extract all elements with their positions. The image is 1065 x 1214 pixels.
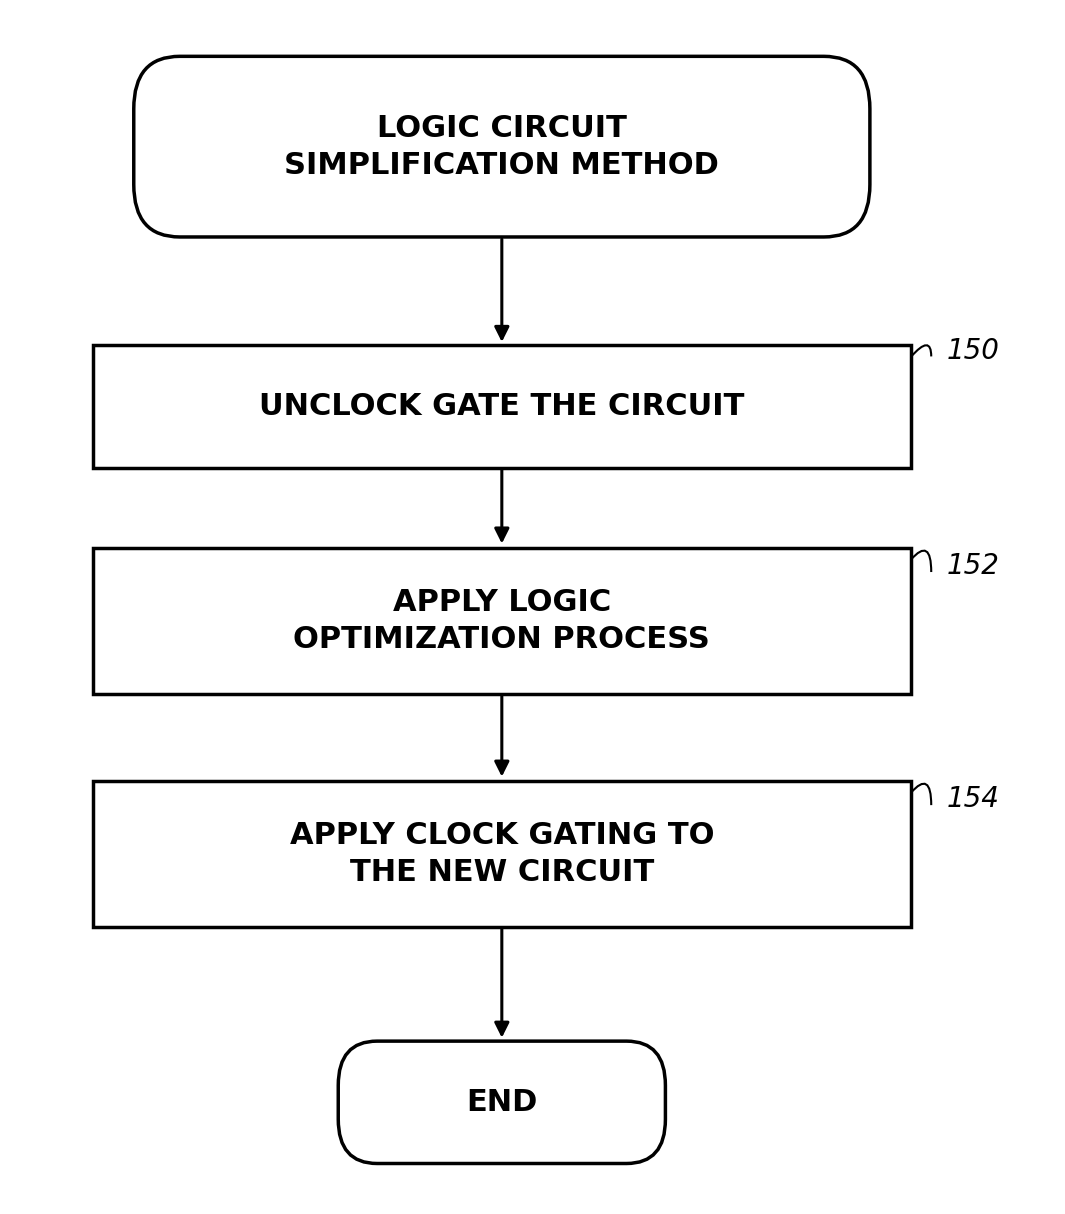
Text: APPLY CLOCK GATING TO
THE NEW CIRCUIT: APPLY CLOCK GATING TO THE NEW CIRCUIT <box>290 821 714 887</box>
Bar <box>93 345 911 467</box>
Text: UNCLOCK GATE THE CIRCUIT: UNCLOCK GATE THE CIRCUIT <box>259 392 744 421</box>
Text: APPLY LOGIC
OPTIMIZATION PROCESS: APPLY LOGIC OPTIMIZATION PROCESS <box>294 588 710 654</box>
FancyBboxPatch shape <box>339 1042 666 1163</box>
Text: END: END <box>466 1088 538 1117</box>
Text: LOGIC CIRCUIT
SIMPLIFICATION METHOD: LOGIC CIRCUIT SIMPLIFICATION METHOD <box>284 114 719 180</box>
Text: 154: 154 <box>947 785 999 813</box>
Text: 150: 150 <box>947 336 999 364</box>
Bar <box>93 782 911 927</box>
Text: 152: 152 <box>947 552 999 580</box>
Bar <box>93 549 911 694</box>
FancyBboxPatch shape <box>134 56 870 237</box>
